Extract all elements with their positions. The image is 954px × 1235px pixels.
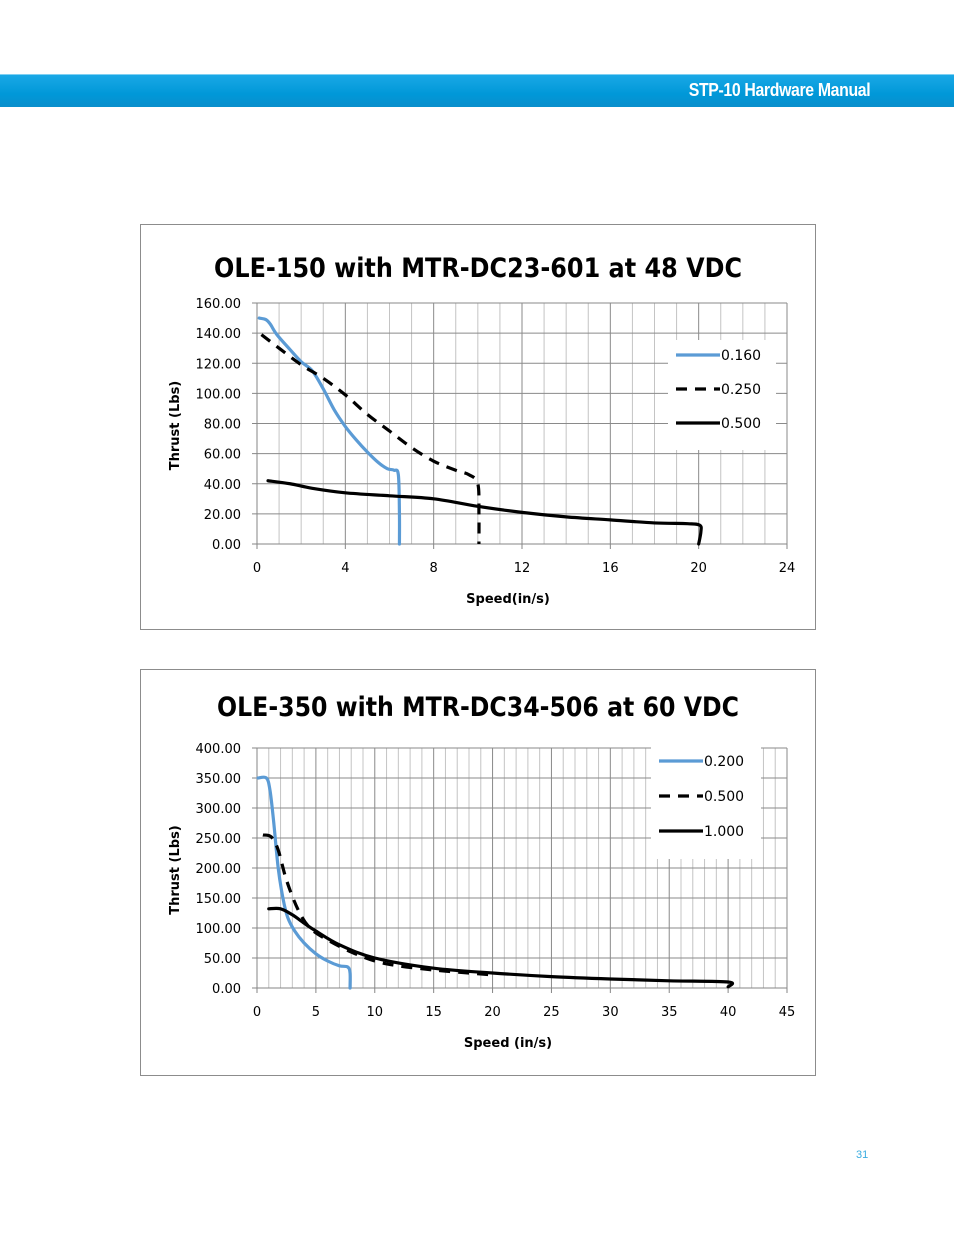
legend-box — [668, 340, 776, 450]
y-tick-label: 300.00 — [196, 802, 242, 817]
x-tick-label: 20 — [484, 1005, 501, 1020]
x-tick-label: 45 — [779, 1005, 796, 1020]
y-tick-label: 250.00 — [196, 832, 242, 847]
legend-label: 0.500 — [704, 789, 744, 805]
series-line-0-500 — [266, 479, 703, 546]
y-tick-label: 120.00 — [196, 357, 242, 372]
x-tick-label: 0 — [253, 561, 261, 576]
chart-ole350-svg: OLE-350 with MTR-DC34-506 at 60 VDC 0.00 5… — [168, 692, 796, 1051]
x-axis-label: Speed (in/s) — [464, 1036, 552, 1051]
y-tick-label: 100.00 — [196, 922, 242, 937]
legend-label: 0.200 — [704, 754, 744, 770]
series-line-0-200 — [256, 775, 352, 990]
x-tick-label: 24 — [779, 561, 796, 576]
y-tick-label: 400.00 — [196, 742, 242, 757]
header-bar: STP-10 Hardware Manual — [0, 74, 954, 107]
y-tick-label: 80.00 — [204, 418, 241, 433]
x-tick-label: 15 — [425, 1005, 442, 1020]
chart-title: OLE-150 with MTR-DC23-601 at 48 VDC — [214, 253, 742, 284]
y-tick-label: 350.00 — [196, 772, 242, 787]
y-tick-label: 0.00 — [212, 538, 241, 553]
x-tick-label: 12 — [514, 561, 531, 576]
y-tick-label: 160.00 — [196, 297, 242, 312]
chart-ole350: OLE-350 with MTR-DC34-506 at 60 VDC 0.00 5… — [140, 669, 816, 1076]
legend-label: 0.500 — [721, 416, 761, 432]
x-tick-label: 40 — [720, 1005, 737, 1020]
y-tick-label: 50.00 — [204, 952, 241, 967]
y-tick-label: 200.00 — [196, 862, 242, 877]
legend-box — [651, 746, 761, 859]
x-tick-label: 5 — [312, 1005, 320, 1020]
chart-ole150-svg: OLE-150 with MTR-DC23-601 at 48 VDC 0.00 2… — [168, 253, 796, 607]
x-tick-label: 30 — [602, 1005, 619, 1020]
y-tick-label: 20.00 — [204, 508, 241, 523]
legend-label: 0.160 — [721, 348, 761, 364]
y-axis-label: Thrust (Lbs) — [168, 825, 183, 914]
x-tick-label: 20 — [690, 561, 707, 576]
x-tick-label: 16 — [602, 561, 619, 576]
y-tick-label: 40.00 — [204, 478, 241, 493]
series-line-0-160 — [257, 316, 402, 546]
x-tick-label: 8 — [430, 561, 438, 576]
y-tick-label: 0.00 — [212, 982, 241, 997]
series-line-0-500 — [262, 833, 493, 977]
legend-label: 1.000 — [704, 824, 744, 840]
x-tick-label: 25 — [543, 1005, 560, 1020]
page-number: 31 — [856, 1149, 869, 1161]
y-tick-label: 140.00 — [196, 327, 242, 342]
y-tick-label: 60.00 — [204, 448, 241, 463]
chart-title: OLE-350 with MTR-DC34-506 at 60 VDC — [217, 692, 739, 723]
x-tick-label: 0 — [253, 1005, 261, 1020]
series-line-1-000 — [267, 906, 735, 989]
x-axis-label: Speed(in/s) — [466, 592, 550, 607]
y-axis-label: Thrust (Lbs) — [168, 381, 183, 470]
legend-label: 0.250 — [721, 382, 761, 398]
chart-ole150: OLE-150 with MTR-DC23-601 at 48 VDC 0.00 2… — [140, 224, 816, 630]
series-line-0-250 — [260, 333, 481, 545]
x-tick-label: 4 — [341, 561, 349, 576]
x-tick-label: 10 — [367, 1005, 384, 1020]
manual-title: STP-10 Hardware Manual — [688, 80, 870, 100]
x-tick-label: 35 — [661, 1005, 678, 1020]
y-tick-label: 150.00 — [196, 892, 242, 907]
y-tick-label: 100.00 — [196, 387, 242, 402]
